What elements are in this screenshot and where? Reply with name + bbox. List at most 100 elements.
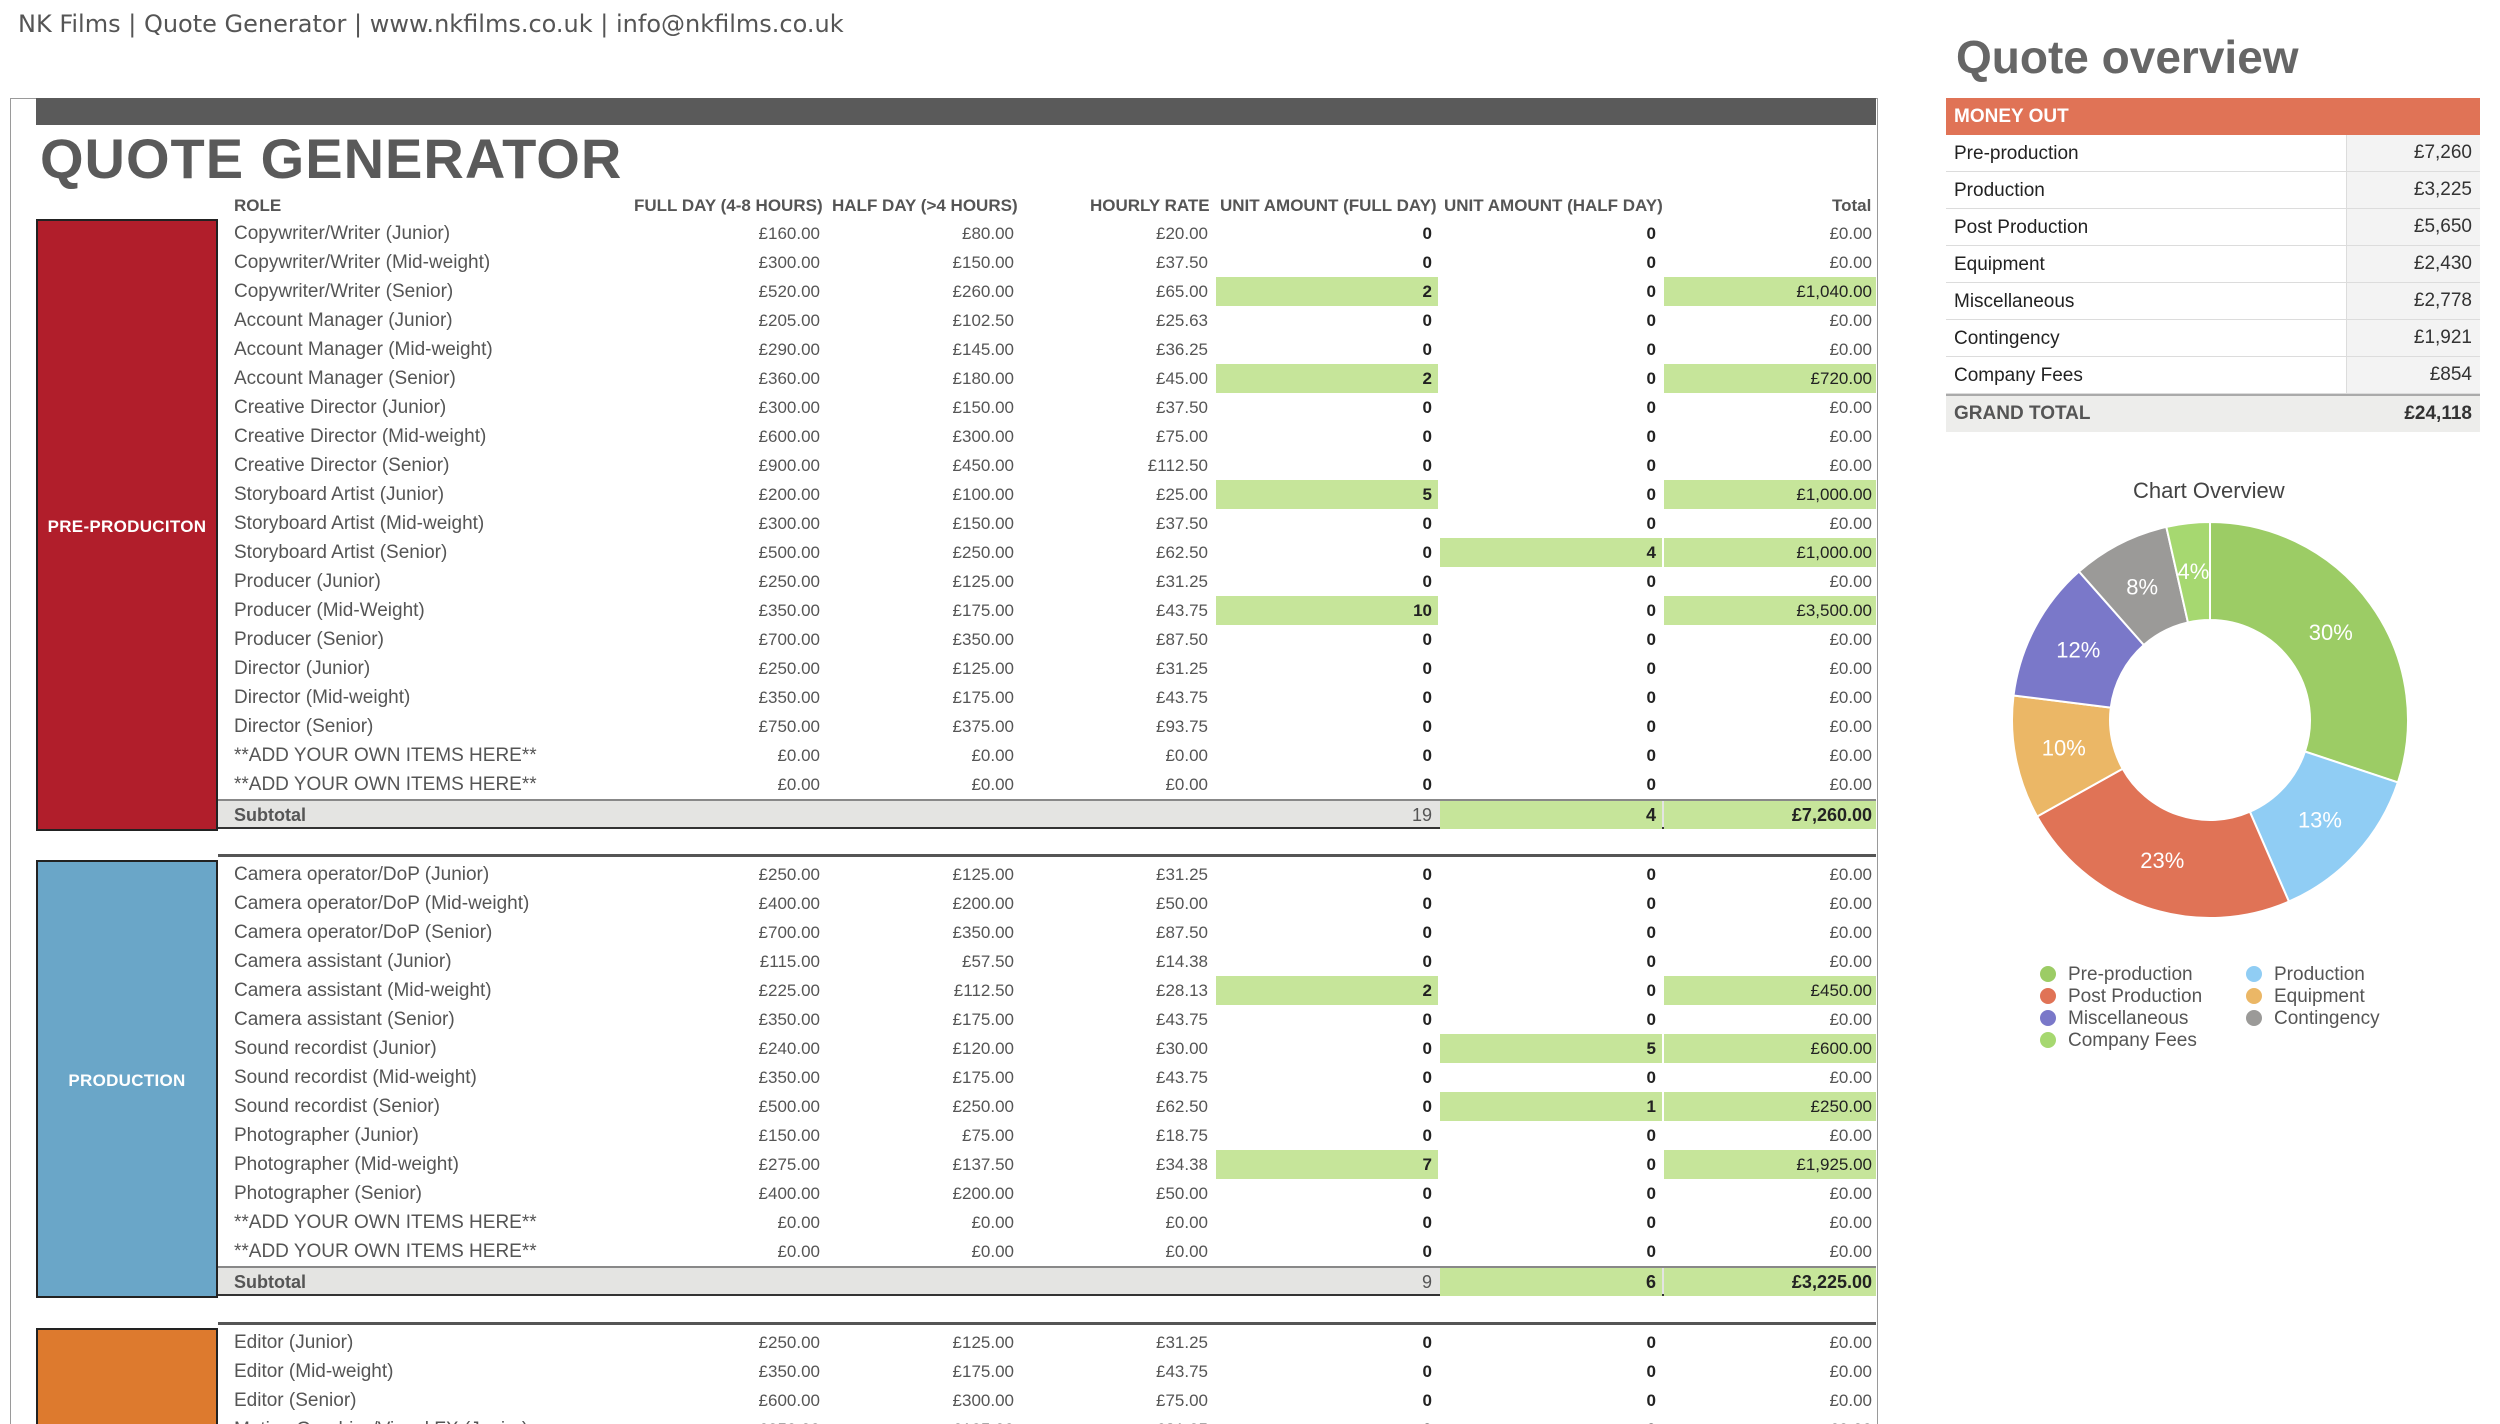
unit-full-day-cell[interactable]: 0 — [1422, 630, 1432, 649]
unit-full-day-cell[interactable]: 0 — [1422, 514, 1432, 533]
unit-full-day-cell[interactable]: 0 — [1422, 1068, 1432, 1087]
unit-full-day-cell[interactable]: 2 — [1216, 976, 1438, 1005]
unit-full-day-cell[interactable]: 0 — [1422, 1333, 1432, 1352]
unit-full-day-cell[interactable]: 0 — [1422, 543, 1432, 562]
overview-row-value[interactable]: £3,225 — [2346, 172, 2480, 208]
unit-full-day-cell[interactable]: 0 — [1422, 1242, 1432, 1261]
overview-row: Company Fees £854 — [1946, 357, 2480, 394]
unit-half-day-cell[interactable]: 0 — [1646, 369, 1656, 388]
unit-full-day-cell[interactable]: 0 — [1422, 923, 1432, 942]
unit-half-day-cell[interactable]: 0 — [1646, 1126, 1656, 1145]
unit-full-day-cell[interactable]: 0 — [1422, 1010, 1432, 1029]
unit-half-day-cell[interactable]: 0 — [1440, 1415, 1662, 1424]
unit-full-day-cell[interactable]: 0 — [1422, 1184, 1432, 1203]
unit-half-day-cell[interactable]: 0 — [1646, 1242, 1656, 1261]
legend-item[interactable]: Company Fees — [2040, 1030, 2197, 1052]
unit-full-day-cell[interactable]: 0 — [1422, 775, 1432, 794]
slice-company-fees[interactable] — [2165, 520, 2211, 624]
unit-half-day-cell[interactable]: 0 — [1646, 456, 1656, 475]
unit-half-day-cell[interactable]: 0 — [1646, 952, 1656, 971]
unit-full-day-cell[interactable]: 0 — [1422, 253, 1432, 272]
unit-full-day-cell[interactable]: 5 — [1216, 480, 1438, 509]
half-day-rate-cell: £75.00 — [962, 1126, 1014, 1145]
unit-full-day-cell[interactable]: 0 — [1216, 1415, 1438, 1424]
slice-post-production[interactable] — [2035, 767, 2291, 919]
unit-full-day-cell[interactable]: 0 — [1422, 1039, 1432, 1058]
unit-full-day-cell[interactable]: 0 — [1422, 456, 1432, 475]
unit-half-day-cell[interactable]: 0 — [1646, 688, 1656, 707]
unit-full-day-cell[interactable]: 0 — [1422, 659, 1432, 678]
overview-row-value[interactable]: £2,778 — [2346, 283, 2480, 319]
slice-pre-production[interactable] — [2209, 520, 2409, 784]
unit-half-day-cell[interactable]: 0 — [1646, 1391, 1656, 1410]
overview-row: Pre-production £7,260 — [1946, 135, 2480, 172]
unit-half-day-cell[interactable]: 0 — [1646, 746, 1656, 765]
unit-full-day-cell[interactable]: 0 — [1422, 717, 1432, 736]
unit-full-day-cell[interactable]: 0 — [1422, 1213, 1432, 1232]
slice-label: 8% — [2126, 574, 2158, 599]
unit-full-day-cell[interactable]: 10 — [1216, 596, 1438, 625]
unit-full-day-cell[interactable]: 0 — [1422, 894, 1432, 913]
unit-full-day-cell[interactable]: 2 — [1216, 277, 1438, 306]
unit-half-day-cell[interactable]: 0 — [1646, 1362, 1656, 1381]
overview-row-value[interactable]: £1,921 — [2346, 320, 2480, 356]
unit-half-day-cell[interactable]: 0 — [1646, 1184, 1656, 1203]
unit-full-day-cell[interactable]: 0 — [1422, 572, 1432, 591]
unit-half-day-cell[interactable]: 0 — [1646, 601, 1656, 620]
unit-full-day-cell[interactable]: 0 — [1422, 865, 1432, 884]
unit-half-day-cell[interactable]: 0 — [1646, 340, 1656, 359]
legend-item[interactable]: Pre-production — [2040, 964, 2193, 986]
unit-half-day-cell[interactable]: 0 — [1646, 311, 1656, 330]
overview-row-value[interactable]: £854 — [2346, 357, 2480, 393]
unit-half-day-cell[interactable]: 0 — [1646, 427, 1656, 446]
unit-full-day-cell[interactable]: 2 — [1216, 364, 1438, 393]
overview-row-label: Company Fees — [1954, 365, 2083, 386]
unit-half-day-cell[interactable]: 0 — [1646, 923, 1656, 942]
unit-half-day-cell[interactable]: 0 — [1646, 981, 1656, 1000]
unit-half-day-cell[interactable]: 4 — [1440, 538, 1662, 567]
unit-half-day-cell[interactable]: 0 — [1646, 398, 1656, 417]
unit-full-day-cell[interactable]: 0 — [1422, 1362, 1432, 1381]
unit-half-day-cell[interactable]: 0 — [1646, 1155, 1656, 1174]
unit-half-day-cell[interactable]: 0 — [1646, 1068, 1656, 1087]
unit-half-day-cell[interactable]: 0 — [1646, 775, 1656, 794]
unit-half-day-cell[interactable]: 0 — [1646, 514, 1656, 533]
unit-full-day-cell[interactable]: 0 — [1422, 311, 1432, 330]
legend-item[interactable]: Production — [2246, 964, 2365, 986]
unit-half-day-cell[interactable]: 0 — [1646, 224, 1656, 243]
unit-half-day-cell[interactable]: 0 — [1646, 630, 1656, 649]
unit-full-day-cell[interactable]: 0 — [1422, 398, 1432, 417]
unit-half-day-cell[interactable]: 1 — [1440, 1092, 1662, 1121]
unit-full-day-cell[interactable]: 0 — [1422, 340, 1432, 359]
section-band-1: PRODUCTION — [36, 860, 218, 1298]
overview-row-value[interactable]: £2,430 — [2346, 246, 2480, 282]
unit-half-day-cell[interactable]: 0 — [1646, 894, 1656, 913]
grand-total-value[interactable]: £24,118 — [2404, 403, 2472, 424]
legend-item[interactable]: Contingency — [2246, 1008, 2380, 1030]
legend-item[interactable]: Miscellaneous — [2040, 1008, 2188, 1030]
unit-half-day-cell[interactable]: 0 — [1646, 1333, 1656, 1352]
overview-row-value[interactable]: £5,650 — [2346, 209, 2480, 245]
unit-half-day-cell[interactable]: 0 — [1646, 865, 1656, 884]
unit-half-day-cell[interactable]: 0 — [1646, 659, 1656, 678]
unit-full-day-cell[interactable]: 0 — [1422, 746, 1432, 765]
unit-full-day-cell[interactable]: 0 — [1422, 952, 1432, 971]
unit-full-day-cell[interactable]: 7 — [1216, 1150, 1438, 1179]
unit-half-day-cell[interactable]: 0 — [1646, 485, 1656, 504]
unit-half-day-cell[interactable]: 0 — [1646, 1010, 1656, 1029]
unit-full-day-cell[interactable]: 0 — [1422, 1126, 1432, 1145]
unit-half-day-cell[interactable]: 5 — [1440, 1034, 1662, 1063]
unit-full-day-cell[interactable]: 0 — [1422, 1391, 1432, 1410]
legend-item[interactable]: Post Production — [2040, 986, 2202, 1008]
unit-half-day-cell[interactable]: 0 — [1646, 717, 1656, 736]
legend-item[interactable]: Equipment — [2246, 986, 2365, 1008]
unit-full-day-cell[interactable]: 0 — [1422, 1097, 1432, 1116]
unit-full-day-cell[interactable]: 0 — [1422, 688, 1432, 707]
unit-full-day-cell[interactable]: 0 — [1422, 224, 1432, 243]
unit-half-day-cell[interactable]: 0 — [1646, 282, 1656, 301]
overview-row-value[interactable]: £7,260 — [2346, 135, 2480, 171]
unit-half-day-cell[interactable]: 0 — [1646, 253, 1656, 272]
unit-half-day-cell[interactable]: 0 — [1646, 1213, 1656, 1232]
unit-full-day-cell[interactable]: 0 — [1422, 427, 1432, 446]
unit-half-day-cell[interactable]: 0 — [1646, 572, 1656, 591]
